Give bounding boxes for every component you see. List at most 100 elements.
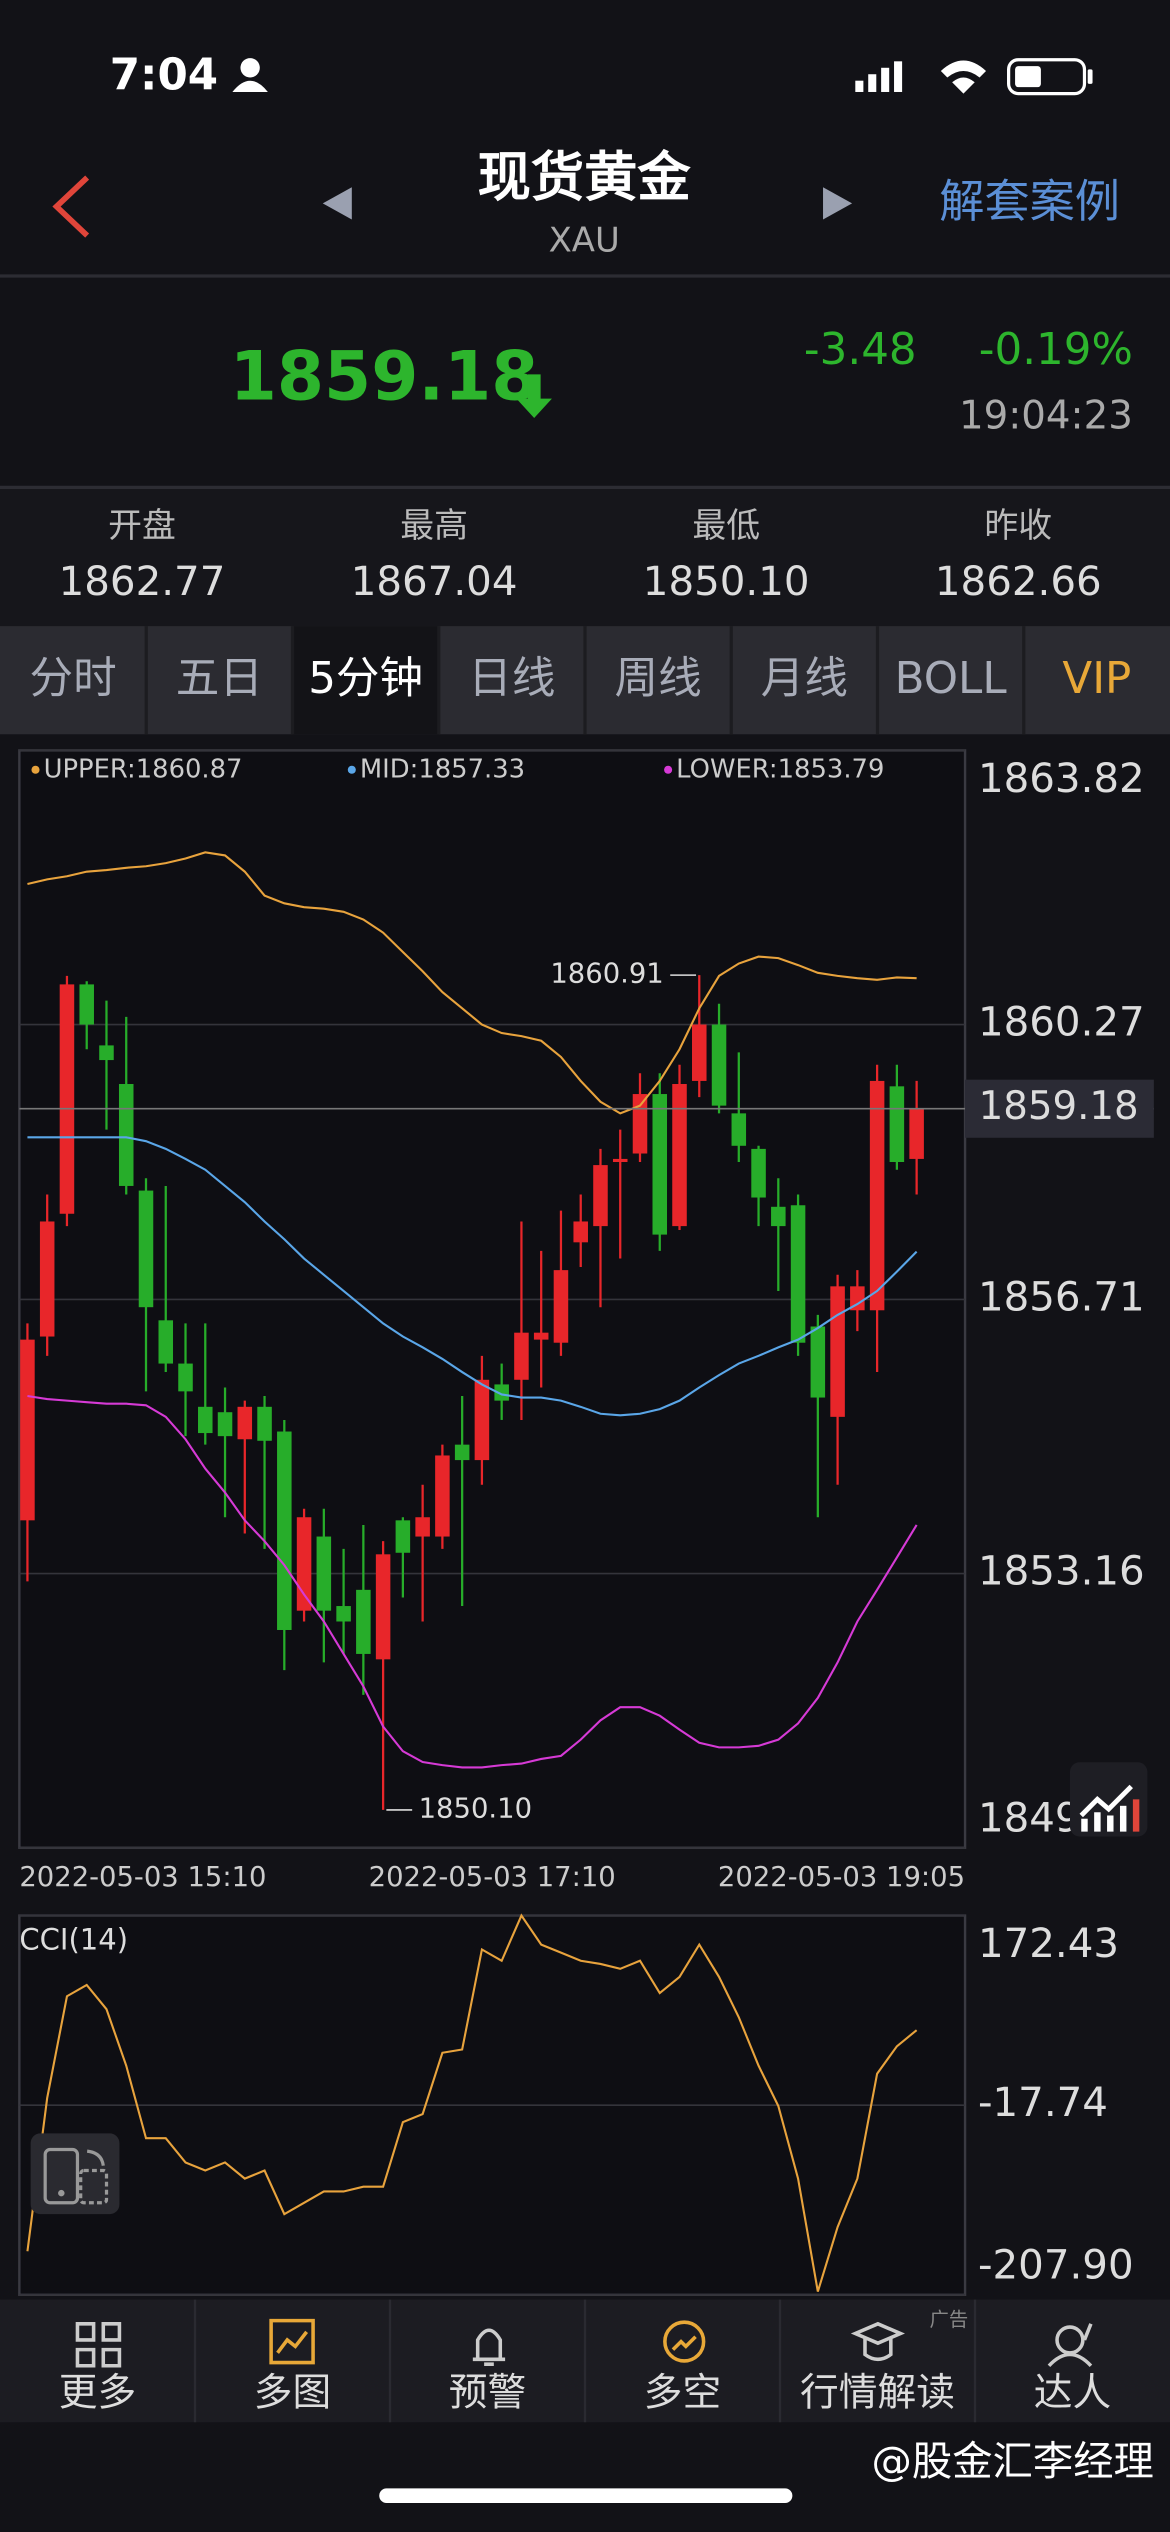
stat-label: 开盘: [108, 506, 176, 545]
candle-body: [830, 1286, 845, 1417]
candle-body: [415, 1517, 430, 1537]
down-arrow: [516, 374, 552, 418]
stats: 开盘 1862.77 最高 1867.04 最低 1850.10 昨收 1862.66: [59, 506, 1102, 605]
candle-body: [850, 1286, 865, 1311]
candle-body: [296, 1517, 312, 1611]
candle-body: [474, 1379, 490, 1461]
candle-body: [494, 1384, 509, 1401]
last-price-box: [965, 1079, 1154, 1138]
candle-body: [138, 1190, 154, 1308]
nav-icon[interactable]: [75, 2322, 122, 2368]
nav-icon[interactable]: [472, 2328, 506, 2366]
nav-label[interactable]: 更多: [59, 2370, 136, 2415]
candle-body: [435, 1455, 450, 1537]
tab[interactable]: VIP: [1062, 654, 1131, 704]
nav-icon[interactable]: [269, 2318, 315, 2365]
candle-body: [533, 1332, 549, 1340]
next-button[interactable]: [823, 187, 853, 220]
candle-body: [652, 1094, 668, 1235]
candle-body: [692, 1024, 707, 1081]
indicator-line: [27, 851, 917, 1115]
y-tick-label: 172.43: [978, 1920, 1119, 1967]
home-indicator: [379, 2488, 793, 2503]
candle-body: [454, 1444, 470, 1461]
candle-body: [672, 1084, 687, 1227]
y-tick-label: -17.74: [978, 2079, 1108, 2126]
nav-icon[interactable]: [663, 2320, 706, 2363]
x-tick-label: 2022-05-03 15:10: [19, 1862, 266, 1893]
tab[interactable]: 周线: [615, 654, 702, 704]
candle-body: [356, 1589, 371, 1654]
tab[interactable]: 分时: [30, 654, 117, 704]
candle-body: [99, 1045, 114, 1061]
change-pct: -0.19%: [979, 325, 1133, 375]
candle-body: [731, 1113, 747, 1146]
back-button[interactable]: [52, 175, 90, 238]
candle-body: [889, 1086, 905, 1163]
nav-label[interactable]: 行情解读: [800, 2370, 955, 2415]
rotate-icon[interactable]: [30, 2133, 120, 2215]
y-tick-label: -207.90: [978, 2241, 1134, 2288]
indicator-line: [27, 1136, 918, 1417]
legend-dot: [31, 765, 40, 774]
nav-label[interactable]: 多空: [644, 2370, 721, 2415]
nav-label[interactable]: 多图: [254, 2370, 331, 2415]
tabs: 分时 五日 5分钟 日线 周线 月线 BOLL VIP: [0, 626, 1170, 735]
nav-label[interactable]: 预警: [449, 2370, 526, 2415]
y-tick-label: 1860.27: [978, 999, 1145, 1046]
watermark: @股金汇李经理: [872, 2438, 1154, 2485]
indicator-line: [26, 1913, 918, 2292]
candle-body: [612, 1158, 628, 1163]
stat-label: 昨收: [984, 506, 1052, 545]
candle-body: [632, 1094, 648, 1154]
candle-body: [553, 1270, 569, 1343]
quote-time: 19:04:23: [959, 393, 1133, 438]
y-tick-label: 1863.82: [978, 755, 1145, 802]
price: 1859.18: [230, 336, 539, 415]
nav: 更多 多图 预警 多空 行情解读 达人: [59, 2299, 1111, 2423]
tab[interactable]: 月线: [761, 654, 848, 704]
nav-label[interactable]: 达人: [1034, 2370, 1111, 2415]
candle-body: [20, 1339, 35, 1521]
status-icons: [232, 58, 1093, 96]
indicator-line: [27, 1394, 918, 1769]
stats-bg: [0, 487, 1170, 627]
stat-label: 最高: [400, 506, 468, 545]
tab[interactable]: 五日: [176, 654, 263, 704]
candle-body: [316, 1536, 332, 1611]
candle-body: [771, 1206, 786, 1227]
panel-label: CCI(14): [19, 1922, 128, 1956]
tab[interactable]: BOLL: [895, 654, 1008, 704]
candle-body: [790, 1205, 806, 1343]
title: 现货黄金: [478, 146, 692, 208]
legend-label: MID:1857.33: [360, 754, 525, 784]
case-link[interactable]: 解套案例: [939, 175, 1120, 228]
candle-body: [336, 1606, 351, 1622]
candle-body: [39, 1221, 55, 1337]
legend-dot: [347, 765, 356, 774]
charts: 1863.821860.271856.711853.161849.61UPPER…: [18, 749, 1154, 2296]
indicator-icon[interactable]: [1069, 1762, 1148, 1837]
tab[interactable]: 5分钟: [308, 654, 423, 704]
subtitle: XAU: [549, 221, 620, 260]
stat-label: 最低: [692, 506, 760, 545]
candle-body: [395, 1520, 411, 1553]
nav-icon[interactable]: [1047, 2323, 1093, 2368]
candle-body: [118, 1084, 134, 1186]
candle-body: [79, 984, 94, 1025]
change: -3.48: [804, 325, 917, 375]
prev-button[interactable]: [322, 187, 352, 220]
candle-body: [217, 1412, 233, 1437]
candle-body: [869, 1080, 885, 1311]
legend-label: LOWER:1853.79: [676, 754, 884, 784]
candle-body: [711, 1024, 727, 1106]
candle-body: [909, 1108, 924, 1159]
status-time: 7:04: [110, 50, 218, 100]
nav-icon[interactable]: [850, 2321, 906, 2362]
tab[interactable]: 日线: [468, 654, 555, 704]
stat-value: 1867.04: [351, 558, 518, 605]
candle-body: [375, 1554, 391, 1660]
low-label: 1850.10: [419, 1793, 532, 1824]
